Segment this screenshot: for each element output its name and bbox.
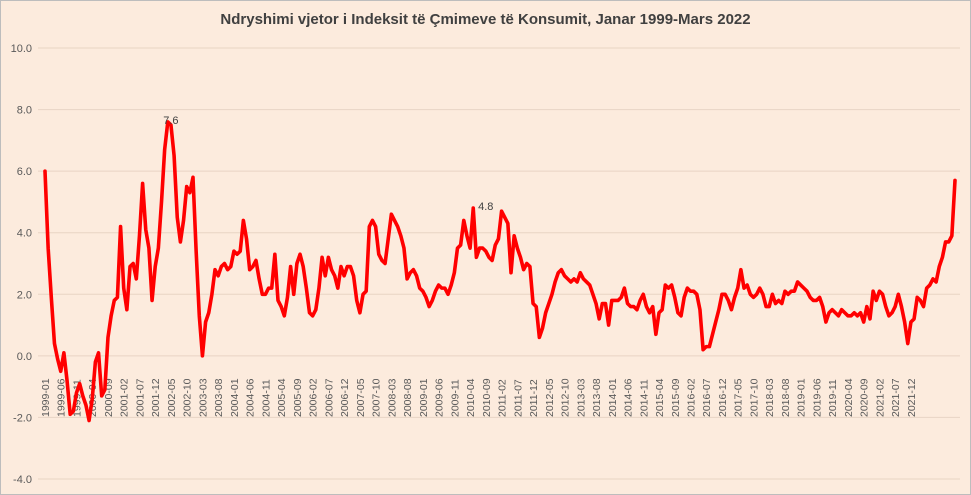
x-tick-label: 2019-06 [811,378,823,417]
x-tick-label: 2021-12 [906,378,918,417]
x-tick-label: 2010-04 [465,378,477,417]
y-tick-label: -4.0 [13,474,32,486]
x-tick-label: 2006-07 [323,378,335,417]
x-tick-label: 2013-08 [591,378,603,417]
y-tick-label: 6.0 [17,166,32,178]
x-tick-label: 2006-12 [339,378,351,417]
y-tick-label: 8.0 [17,105,32,117]
y-tick-label: 2.0 [17,289,32,301]
x-tick-label: 2003-08 [213,378,225,417]
x-tick-label: 2017-05 [733,378,745,417]
x-tick-label: 2005-04 [276,378,288,417]
x-tick-label: 2004-06 [245,378,257,417]
x-tick-label: 2002-10 [182,378,194,417]
x-tick-label: 2010-09 [481,378,493,417]
y-tick-label: 0.0 [17,351,32,363]
x-tick-label: 2020-04 [843,378,855,417]
x-tick-label: 2008-08 [402,378,414,417]
y-tick-label: 10.0 [11,43,32,55]
x-tick-label: 2015-09 [670,378,682,417]
x-tick-label: 2016-07 [701,378,713,417]
x-tick-label: 2021-02 [874,378,886,417]
y-tick-label: 4.0 [17,228,32,240]
chart-title: Ndryshimi vjetor i Indeksit të Çmimeve t… [220,11,751,28]
x-tick-label: 2002-05 [166,378,178,417]
x-axis-ticks: 1999-01 1999-06 1999-11 2000-04 2000-09 2001-… [40,378,918,417]
x-tick-label: 2018-08 [780,378,792,417]
x-tick-label: 2011-07 [512,379,524,417]
x-tick-label: 2014-11 [638,379,650,417]
x-tick-label: 2012-05 [544,378,556,417]
x-tick-label: 2019-01 [796,378,808,417]
x-tick-label: 1999-06 [56,378,68,417]
x-tick-label: 2004-11 [260,379,272,417]
x-tick-label: 2019-11 [827,379,839,417]
series-points [44,121,956,422]
x-tick-label: 2001-12 [150,378,162,417]
x-tick-label: 2005-09 [292,378,304,417]
x-tick-label: 2012-10 [560,378,572,417]
x-tick-label: 2016-02 [686,378,698,417]
data-label: 7.6 [163,115,178,127]
y-tick-label: -2.0 [13,412,32,424]
x-tick-label: 2007-10 [371,378,383,417]
x-tick-label: 2006-02 [308,378,320,417]
x-tick-label: 2009-01 [418,378,430,417]
x-tick-label: 2013-03 [575,378,587,417]
gridlines [38,47,960,480]
y-axis-ticks: -4.0 -2.0 0.0 2.0 4.0 6.0 8.0 10.0 [11,43,32,486]
x-tick-label: 2009-06 [434,378,446,417]
series-line-cpi [43,120,957,423]
x-tick-label: 2015-04 [654,378,666,417]
x-tick-label: 1999-01 [40,378,52,417]
x-tick-label: 2014-01 [607,378,619,417]
x-tick-label: 2016-12 [717,378,729,417]
x-tick-label: 2021-07 [890,378,902,417]
x-tick-label: 2011-12 [528,379,540,417]
x-tick-label: 2008-03 [386,378,398,417]
x-tick-label: 2011-02 [497,379,509,417]
x-tick-label: 2001-07 [134,378,146,417]
x-tick-label: 2014-06 [623,378,635,417]
x-tick-label: 2009-11 [449,379,461,417]
x-tick-label: 2020-09 [859,378,871,417]
x-tick-label: 2007-05 [355,378,367,417]
x-tick-label: 2017-10 [748,378,760,417]
data-labels: 7.6 4.8 [163,115,493,213]
x-tick-label: 2018-03 [764,378,776,417]
data-label: 4.8 [478,201,493,213]
x-tick-label: 2001-02 [119,378,131,417]
x-tick-label: 2004-01 [229,378,241,417]
x-tick-label: 2003-03 [197,378,209,417]
